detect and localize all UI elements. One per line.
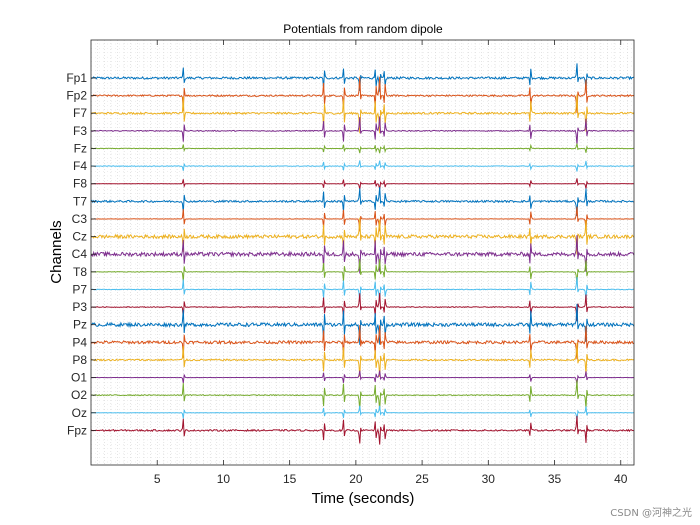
trace-p4 [90,325,635,360]
channel-label: Oz [72,406,87,420]
trace-o1 [90,370,635,385]
channel-label: Pz [73,318,87,332]
x-tick-label: 30 [482,472,496,486]
y-ticks: Fp1 Fp2 F7 F3 Fz F4 F8 T7 C3 Cz C4 T8 P7 P3 Pz P4 P8 O1 O2… [66,71,96,437]
trace-fpz [90,415,634,445]
trace-cz [90,217,635,255]
x-tick-label: 25 [415,472,429,486]
trace-p3 [90,292,635,322]
channel-label: P3 [72,300,87,314]
channel-label: Fz [74,141,87,155]
trace-c3 [90,206,635,232]
trace-p7 [90,276,634,303]
channel-label: Fpz [67,423,87,437]
channel-label: T7 [73,194,87,208]
trace-fz [90,143,635,154]
trace-oz [90,405,634,420]
plot-frame [90,39,635,466]
channel-label: O2 [71,388,87,402]
x-tick-label: 15 [283,472,297,486]
trace-c4 [90,235,635,274]
x-axis-label: Time (seconds) [312,490,415,507]
x-tick-label: 35 [548,472,562,486]
channel-label: F4 [73,159,87,173]
channel-label: F3 [73,124,87,138]
channel-label: Cz [72,230,87,244]
channel-label: Fp1 [66,71,87,85]
channel-label: P8 [72,353,87,367]
trace-f7 [90,94,635,134]
x-tick-label: 10 [217,472,231,486]
channel-label: P4 [72,335,87,349]
trace-o2 [90,380,635,411]
channel-label: P7 [72,282,87,296]
trace-f8 [90,178,635,190]
channel-label: C4 [72,247,88,261]
traces [90,63,635,445]
channel-label: C3 [72,212,88,226]
x-ticks: 5 10 15 20 25 30 35 40 [154,40,628,486]
trace-t8 [90,259,635,285]
x-tick-label: 20 [349,472,363,486]
grid [91,40,634,465]
trace-fp2 [90,76,635,114]
channel-label: F7 [73,106,87,120]
trace-fp1 [90,63,635,92]
trace-t7 [90,187,635,217]
channel-label: T8 [73,265,87,279]
channel-label: O1 [71,371,87,385]
x-tick-label: 5 [154,472,161,486]
trace-p8 [90,342,635,378]
y-axis-label: Channels [48,220,65,283]
trace-f4 [90,160,635,172]
watermark: CSDN @河神之光 [610,508,692,519]
trace-f3 [90,116,635,146]
x-tick-label: 40 [614,472,628,486]
chart-title: Potentials from random dipole [283,22,443,36]
trace-pz [90,303,635,345]
channel-label: Fp2 [66,89,87,103]
channel-label: F8 [73,177,87,191]
